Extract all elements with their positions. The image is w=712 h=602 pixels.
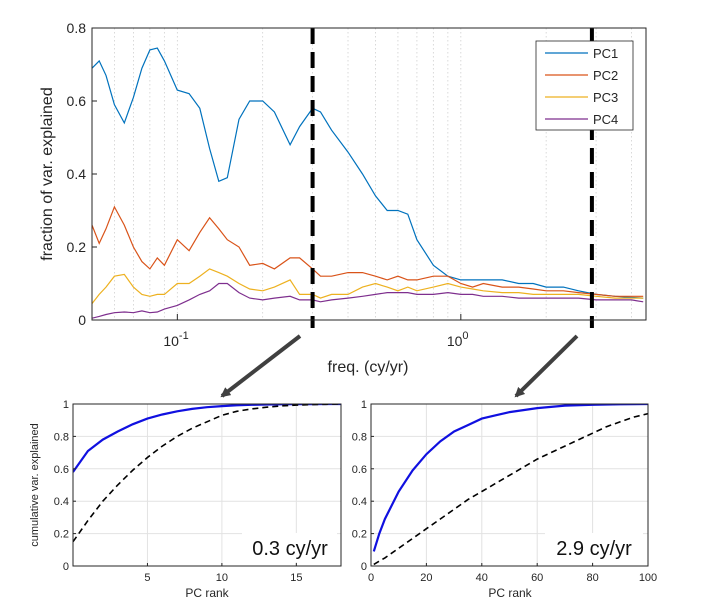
bl-x-label: PC rank xyxy=(185,586,229,600)
legend: PC1 PC2 PC3 PC4 xyxy=(535,40,634,131)
x-tick-label: 10 xyxy=(216,572,228,584)
series-line-pc3 xyxy=(92,268,644,304)
top-x-axis: 10-1 100 xyxy=(163,314,469,349)
br-annotation: 2.9 cy/yr xyxy=(556,538,632,560)
series-line-pc4 xyxy=(92,282,644,319)
bl-x-axis: 5 10 15 xyxy=(144,563,302,584)
legend-label-pc1: PC1 xyxy=(593,46,618,61)
y-tick-label: 0.6 xyxy=(352,464,367,476)
x-tick-label: 0 xyxy=(368,572,374,584)
y-tick-label: 0.2 xyxy=(352,529,367,541)
y-tick-label: 0.4 xyxy=(352,496,367,508)
top-chart: 0 0.2 0.4 0.6 0.8 10-1 100 freq. (cy/yr) frac… xyxy=(39,20,647,376)
y-tick-label: 0 xyxy=(361,561,367,573)
arrow-to-right-panel xyxy=(514,334,579,398)
top-y-axis: 0 0.2 0.4 0.6 0.8 xyxy=(67,20,97,328)
bl-y-label: cumulative var. explained xyxy=(29,423,41,547)
y-tick-label: 0.2 xyxy=(67,239,87,255)
series-line-dashed xyxy=(73,404,341,543)
x-tick-label: 100 xyxy=(639,572,657,584)
y-tick-label: 0.6 xyxy=(54,464,69,476)
y-tick-label: 0.8 xyxy=(67,20,87,36)
x-tick-label: 100 xyxy=(447,330,469,349)
series-line-solid xyxy=(372,404,648,552)
br-x-label: PC rank xyxy=(488,586,532,600)
bl-y-axis: 0 0.2 0.4 0.6 0.8 1 xyxy=(54,399,76,573)
y-tick-label: 0.2 xyxy=(54,529,69,541)
y-tick-label: 0.8 xyxy=(352,431,367,443)
bl-annotation: 0.3 cy/yr xyxy=(252,538,328,560)
y-tick-label: 1 xyxy=(63,399,69,411)
series-line-pc2 xyxy=(92,205,644,297)
y-tick-label: 0.4 xyxy=(54,496,69,508)
br-y-axis: 0 0.2 0.4 0.6 0.8 1 xyxy=(352,399,374,573)
y-tick-label: 0.8 xyxy=(54,431,69,443)
series-line-pc1 xyxy=(92,47,644,299)
legend-box xyxy=(535,40,634,131)
top-x-label: freq. (cy/yr) xyxy=(328,359,409,376)
y-tick-label: 0 xyxy=(78,312,86,328)
y-tick-label: 0 xyxy=(63,561,69,573)
x-tick-label: 20 xyxy=(420,572,432,584)
bl-plot-frame xyxy=(72,403,342,567)
legend-label-pc2: PC2 xyxy=(593,68,618,83)
br-plot-frame xyxy=(370,403,649,567)
y-tick-label: 0.4 xyxy=(67,166,87,182)
x-tick-label: 5 xyxy=(144,572,150,584)
top-y-label: fraction of var. explained xyxy=(39,87,56,260)
x-tick-label: 15 xyxy=(290,572,302,584)
y-tick-label: 0.6 xyxy=(67,93,87,109)
br-annotation-bg xyxy=(545,533,643,562)
legend-label-pc4: PC4 xyxy=(593,112,618,127)
y-tick-label: 1 xyxy=(361,399,367,411)
bottom-right-chart: 0 0.2 0.4 0.6 0.8 1 0 20 40 60 80 100 PC rank 2.9 … xyxy=(352,399,657,600)
br-x-axis: 0 20 40 60 80 100 xyxy=(368,563,657,584)
x-tick-label: 60 xyxy=(531,572,543,584)
top-lines xyxy=(92,47,644,319)
arrow-to-left-panel xyxy=(220,334,302,398)
legend-label-pc3: PC3 xyxy=(593,90,618,105)
x-tick-label: 10-1 xyxy=(163,330,188,349)
x-tick-label: 40 xyxy=(476,572,488,584)
br-lines xyxy=(372,404,648,566)
bottom-left-chart: 0 0.2 0.4 0.6 0.8 1 5 10 15 PC rank cumulative … xyxy=(29,399,342,600)
series-line-dashed xyxy=(373,412,648,566)
bl-annotation-bg xyxy=(242,533,337,562)
x-tick-label: 80 xyxy=(586,572,598,584)
